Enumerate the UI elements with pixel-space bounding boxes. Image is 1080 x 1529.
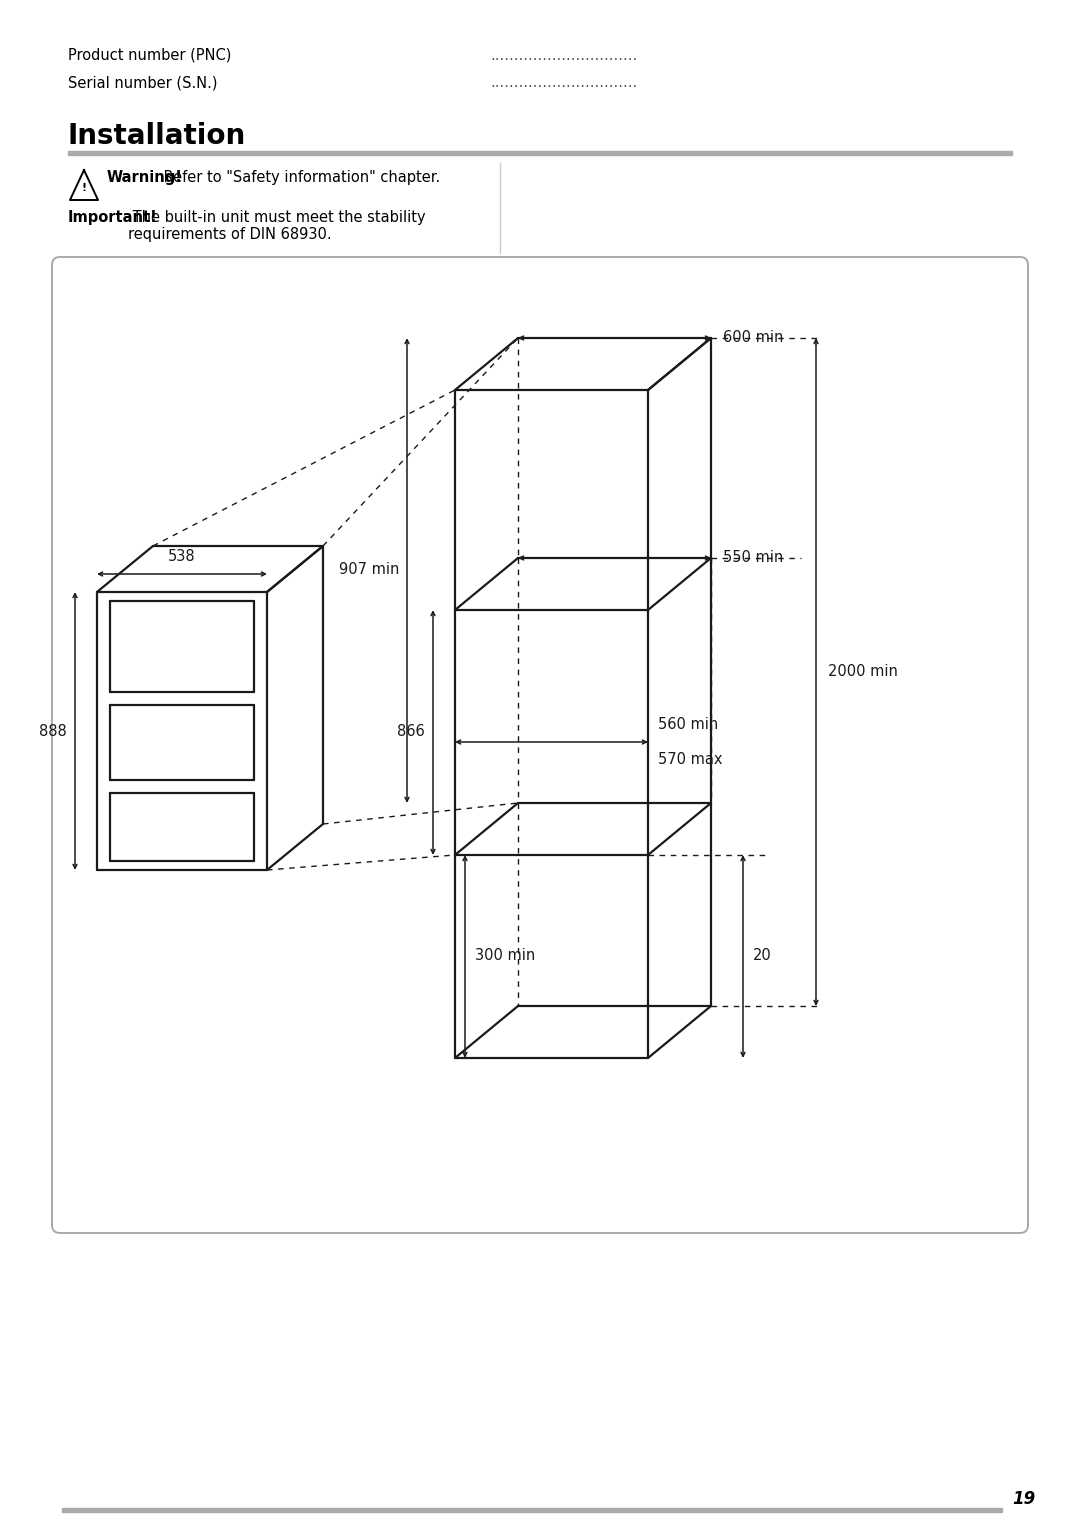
Text: 538: 538 (168, 549, 195, 564)
Text: 866: 866 (397, 725, 426, 740)
Text: 888: 888 (39, 723, 67, 739)
Text: 19: 19 (1012, 1489, 1036, 1508)
Text: Installation: Installation (68, 122, 246, 150)
Text: 570 max: 570 max (658, 752, 723, 768)
Text: Product number (PNC): Product number (PNC) (68, 47, 231, 63)
Text: The built-in unit must meet the stability
requirements of DIN 68930.: The built-in unit must meet the stabilit… (129, 209, 426, 243)
FancyBboxPatch shape (52, 257, 1028, 1232)
Text: ...............................: ............................... (490, 75, 637, 90)
Text: 600 min: 600 min (723, 330, 783, 346)
Bar (62, 1508, 1002, 1512)
Text: 2000 min: 2000 min (828, 665, 897, 679)
Text: Serial number (S.N.): Serial number (S.N.) (68, 75, 217, 90)
Polygon shape (70, 170, 98, 200)
Text: Important!: Important! (68, 209, 158, 225)
Text: 907 min: 907 min (339, 563, 399, 578)
Bar (68, 150, 1012, 154)
Text: !: ! (81, 183, 86, 193)
Text: 300 min: 300 min (475, 948, 536, 963)
Text: 20: 20 (753, 948, 772, 963)
Text: 560 min: 560 min (658, 717, 718, 732)
Text: 550 min: 550 min (723, 550, 783, 566)
Text: ...............................: ............................... (490, 47, 637, 63)
Text: Refer to "Safety information" chapter.: Refer to "Safety information" chapter. (159, 170, 441, 185)
Text: Warning!: Warning! (107, 170, 183, 185)
